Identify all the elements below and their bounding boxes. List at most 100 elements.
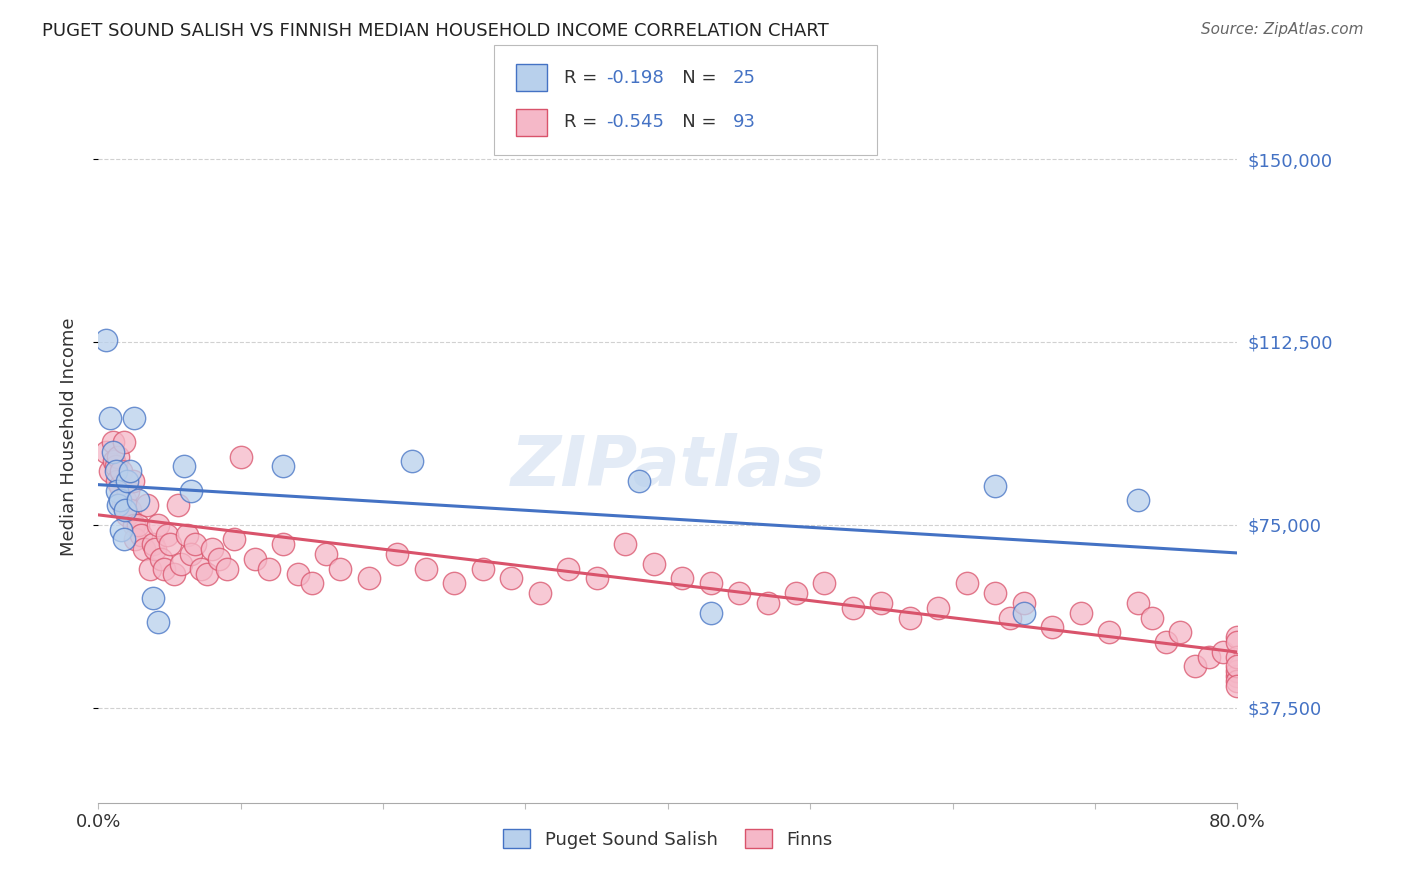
Point: [201, 542, 224, 557]
Point: [145, 542, 167, 557]
Point: [956, 576, 979, 591]
Legend: Puget Sound Salish, Finns: Puget Sound Salish, Finns: [496, 822, 839, 856]
Point: [1226, 630, 1249, 644]
Point: [1070, 606, 1092, 620]
Point: [301, 576, 323, 591]
Point: [104, 464, 127, 478]
Point: [1126, 493, 1149, 508]
Text: PUGET SOUND SALISH VS FINNISH MEDIAN HOUSEHOLD INCOME CORRELATION CHART: PUGET SOUND SALISH VS FINNISH MEDIAN HOU…: [42, 22, 830, 40]
Point: [138, 562, 160, 576]
Point: [1170, 625, 1192, 640]
Point: [273, 459, 295, 474]
Point: [998, 610, 1021, 624]
Point: [643, 557, 665, 571]
Point: [756, 596, 779, 610]
Point: [1226, 635, 1249, 649]
Point: [870, 596, 893, 610]
Point: [208, 552, 231, 566]
Text: R =: R =: [564, 69, 603, 87]
Point: [112, 434, 135, 449]
Point: [180, 483, 202, 498]
Point: [222, 533, 245, 547]
Point: [699, 606, 721, 620]
Point: [176, 527, 198, 541]
Point: [1098, 625, 1121, 640]
Point: [501, 572, 523, 586]
Point: [114, 493, 136, 508]
Point: [111, 499, 134, 513]
Point: [195, 566, 218, 581]
Point: [156, 527, 179, 541]
Point: [163, 566, 186, 581]
Point: [110, 523, 132, 537]
Point: [1226, 669, 1249, 683]
Point: [287, 566, 309, 581]
Point: [170, 557, 193, 571]
Point: [173, 459, 195, 474]
Point: [259, 562, 281, 576]
Point: [699, 576, 721, 591]
Point: [105, 483, 128, 498]
Point: [103, 454, 125, 468]
Point: [1012, 596, 1035, 610]
Point: [984, 586, 1007, 600]
Point: [122, 410, 145, 425]
Y-axis label: Median Household Income: Median Household Income: [59, 318, 77, 557]
Point: [728, 586, 751, 600]
Point: [329, 562, 352, 576]
Point: [112, 533, 135, 547]
Point: [1226, 649, 1249, 664]
Text: R =: R =: [564, 113, 603, 131]
Point: [1226, 679, 1249, 693]
Point: [243, 552, 266, 566]
Point: [114, 503, 136, 517]
Point: [180, 547, 202, 561]
Point: [153, 562, 176, 576]
Point: [1226, 664, 1249, 678]
Point: [132, 542, 155, 557]
Point: [471, 562, 494, 576]
Point: [110, 464, 132, 478]
Point: [229, 450, 252, 464]
Point: [159, 537, 181, 551]
Point: [127, 493, 149, 508]
Point: [118, 503, 141, 517]
Point: [1226, 659, 1249, 673]
Point: [785, 586, 807, 600]
Point: [557, 562, 579, 576]
Point: [984, 479, 1007, 493]
Point: [124, 533, 146, 547]
Point: [1154, 635, 1177, 649]
Point: [184, 537, 207, 551]
Text: 25: 25: [733, 69, 755, 87]
Point: [315, 547, 337, 561]
Point: [1012, 606, 1035, 620]
Point: [105, 474, 128, 488]
Point: [415, 562, 437, 576]
Point: [94, 333, 117, 347]
Point: [401, 454, 423, 468]
Point: [628, 474, 651, 488]
Point: [273, 537, 295, 551]
Point: [671, 572, 693, 586]
Point: [122, 517, 145, 532]
Point: [121, 474, 143, 488]
Point: [101, 444, 124, 458]
Point: [148, 517, 170, 532]
Point: [98, 410, 121, 425]
Point: [94, 444, 117, 458]
Point: [1198, 649, 1220, 664]
Point: [107, 450, 129, 464]
Point: [215, 562, 238, 576]
Point: [127, 517, 149, 532]
Text: 93: 93: [733, 113, 755, 131]
Text: -0.545: -0.545: [606, 113, 664, 131]
Point: [357, 572, 380, 586]
Text: Source: ZipAtlas.com: Source: ZipAtlas.com: [1201, 22, 1364, 37]
Point: [141, 537, 163, 551]
Point: [101, 434, 124, 449]
Point: [98, 464, 121, 478]
Point: [167, 499, 190, 513]
Point: [117, 483, 139, 498]
Text: -0.198: -0.198: [606, 69, 664, 87]
